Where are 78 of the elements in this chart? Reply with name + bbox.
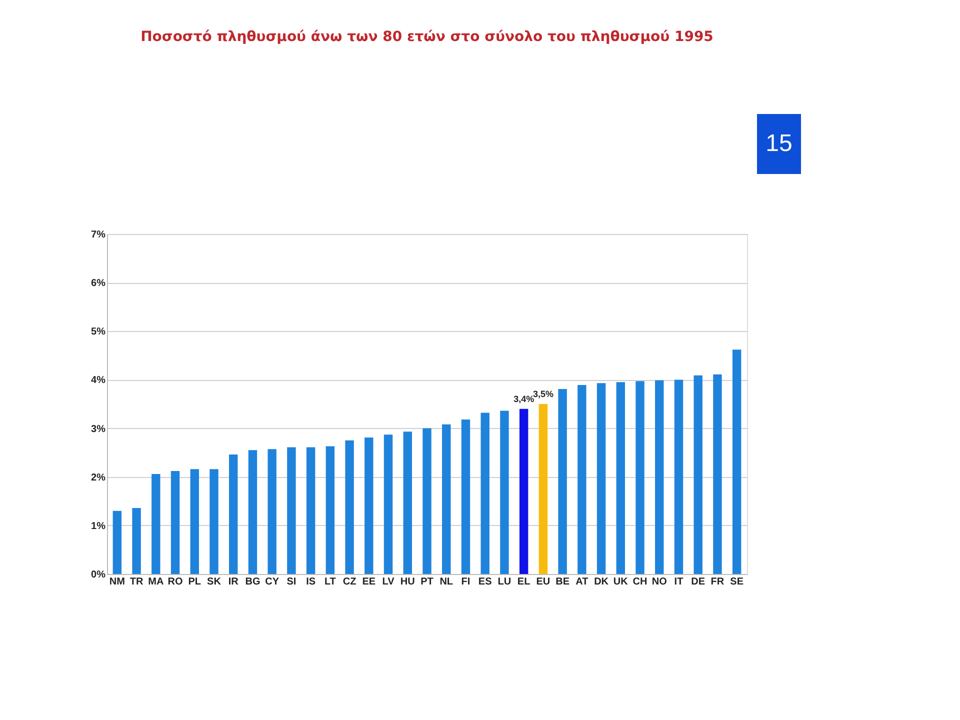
bar (674, 380, 684, 574)
x-tick-label: BE (556, 576, 570, 588)
x-tick-label: ES (478, 576, 492, 588)
x-tick-label: PL (188, 576, 202, 588)
bar (500, 410, 509, 574)
x-tick-label: CZ (342, 576, 356, 588)
x-tick-label: PT (420, 576, 434, 588)
bar (228, 454, 238, 574)
x-tick-label: CY (265, 576, 280, 588)
y-tick-label: 2% (91, 472, 106, 484)
x-tick-label: LU (498, 576, 512, 588)
x-tick-label: HU (400, 576, 415, 588)
y-tick-label: 7% (91, 230, 106, 240)
bar (287, 447, 296, 574)
bar (326, 446, 335, 574)
bar (558, 388, 567, 574)
bar (461, 420, 470, 574)
y-tick-label: 1% (91, 520, 106, 532)
x-tick-label: EE (362, 576, 376, 588)
bar (190, 469, 199, 574)
bar (403, 432, 412, 574)
x-tick-label: SI (286, 576, 296, 588)
y-tick-label: 4% (91, 375, 106, 386)
x-tick-label: DK (594, 576, 610, 588)
bar (345, 440, 354, 574)
x-tick-label: NM (109, 576, 125, 588)
x-tick-label: EL (517, 576, 530, 588)
x-tick-label: NO (652, 576, 668, 588)
bar (170, 471, 180, 574)
bar (519, 408, 528, 574)
bar (616, 382, 626, 574)
x-tick-label: CH (632, 576, 648, 588)
bar (422, 428, 432, 574)
x-tick-label: NL (440, 576, 454, 588)
bar (578, 385, 586, 574)
y-tick-label: 6% (91, 278, 106, 290)
x-tick-label: FR (710, 576, 725, 588)
bar (210, 469, 218, 574)
data-label: 3,4% (514, 394, 534, 404)
bar (538, 404, 548, 574)
x-tick-label: SE (730, 576, 744, 588)
bar (636, 381, 644, 574)
x-tick-label: IS (306, 576, 316, 588)
x-tick-label: UK (613, 576, 629, 588)
data-label: 3,5% (532, 389, 554, 399)
x-tick-label: EU (536, 576, 550, 588)
x-tick-label: TR (130, 576, 144, 588)
x-tick-label: SK (207, 576, 222, 588)
bar (694, 375, 702, 574)
x-tick-label: IR (228, 576, 240, 588)
x-tick-label: FI (461, 576, 470, 588)
y-tick-label: 5% (91, 326, 106, 338)
bar (364, 438, 374, 574)
y-tick-label: 0% (91, 570, 106, 580)
bar (248, 450, 258, 574)
bar (132, 508, 141, 574)
bar (268, 449, 276, 574)
x-tick-label: LV (382, 576, 395, 588)
x-tick-label: MA (148, 576, 164, 588)
bar (480, 412, 490, 574)
chart-title: Ποσοστό πληθυσμού άνω των 80 ετών στο σύνολο του πληθυσμού 1995 (140, 29, 714, 45)
text: 15 (766, 130, 792, 157)
bar (655, 380, 664, 574)
x-tick-label: IT (674, 576, 684, 588)
bar (152, 474, 160, 574)
bar (112, 510, 122, 574)
y-tick-label: 3% (91, 424, 106, 435)
x-tick-label: LT (324, 576, 336, 588)
bar (306, 447, 316, 574)
x-tick-label: RO (168, 576, 183, 588)
x-tick-label: DE (691, 576, 706, 588)
bar (442, 424, 451, 574)
bar (384, 434, 393, 574)
bar (732, 350, 742, 574)
bar (596, 383, 606, 574)
x-tick-label: BG (245, 576, 260, 588)
x-tick-label: AT (576, 576, 588, 588)
bar (713, 374, 722, 574)
